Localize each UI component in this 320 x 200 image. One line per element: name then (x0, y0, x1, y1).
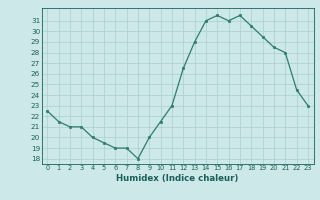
X-axis label: Humidex (Indice chaleur): Humidex (Indice chaleur) (116, 174, 239, 183)
